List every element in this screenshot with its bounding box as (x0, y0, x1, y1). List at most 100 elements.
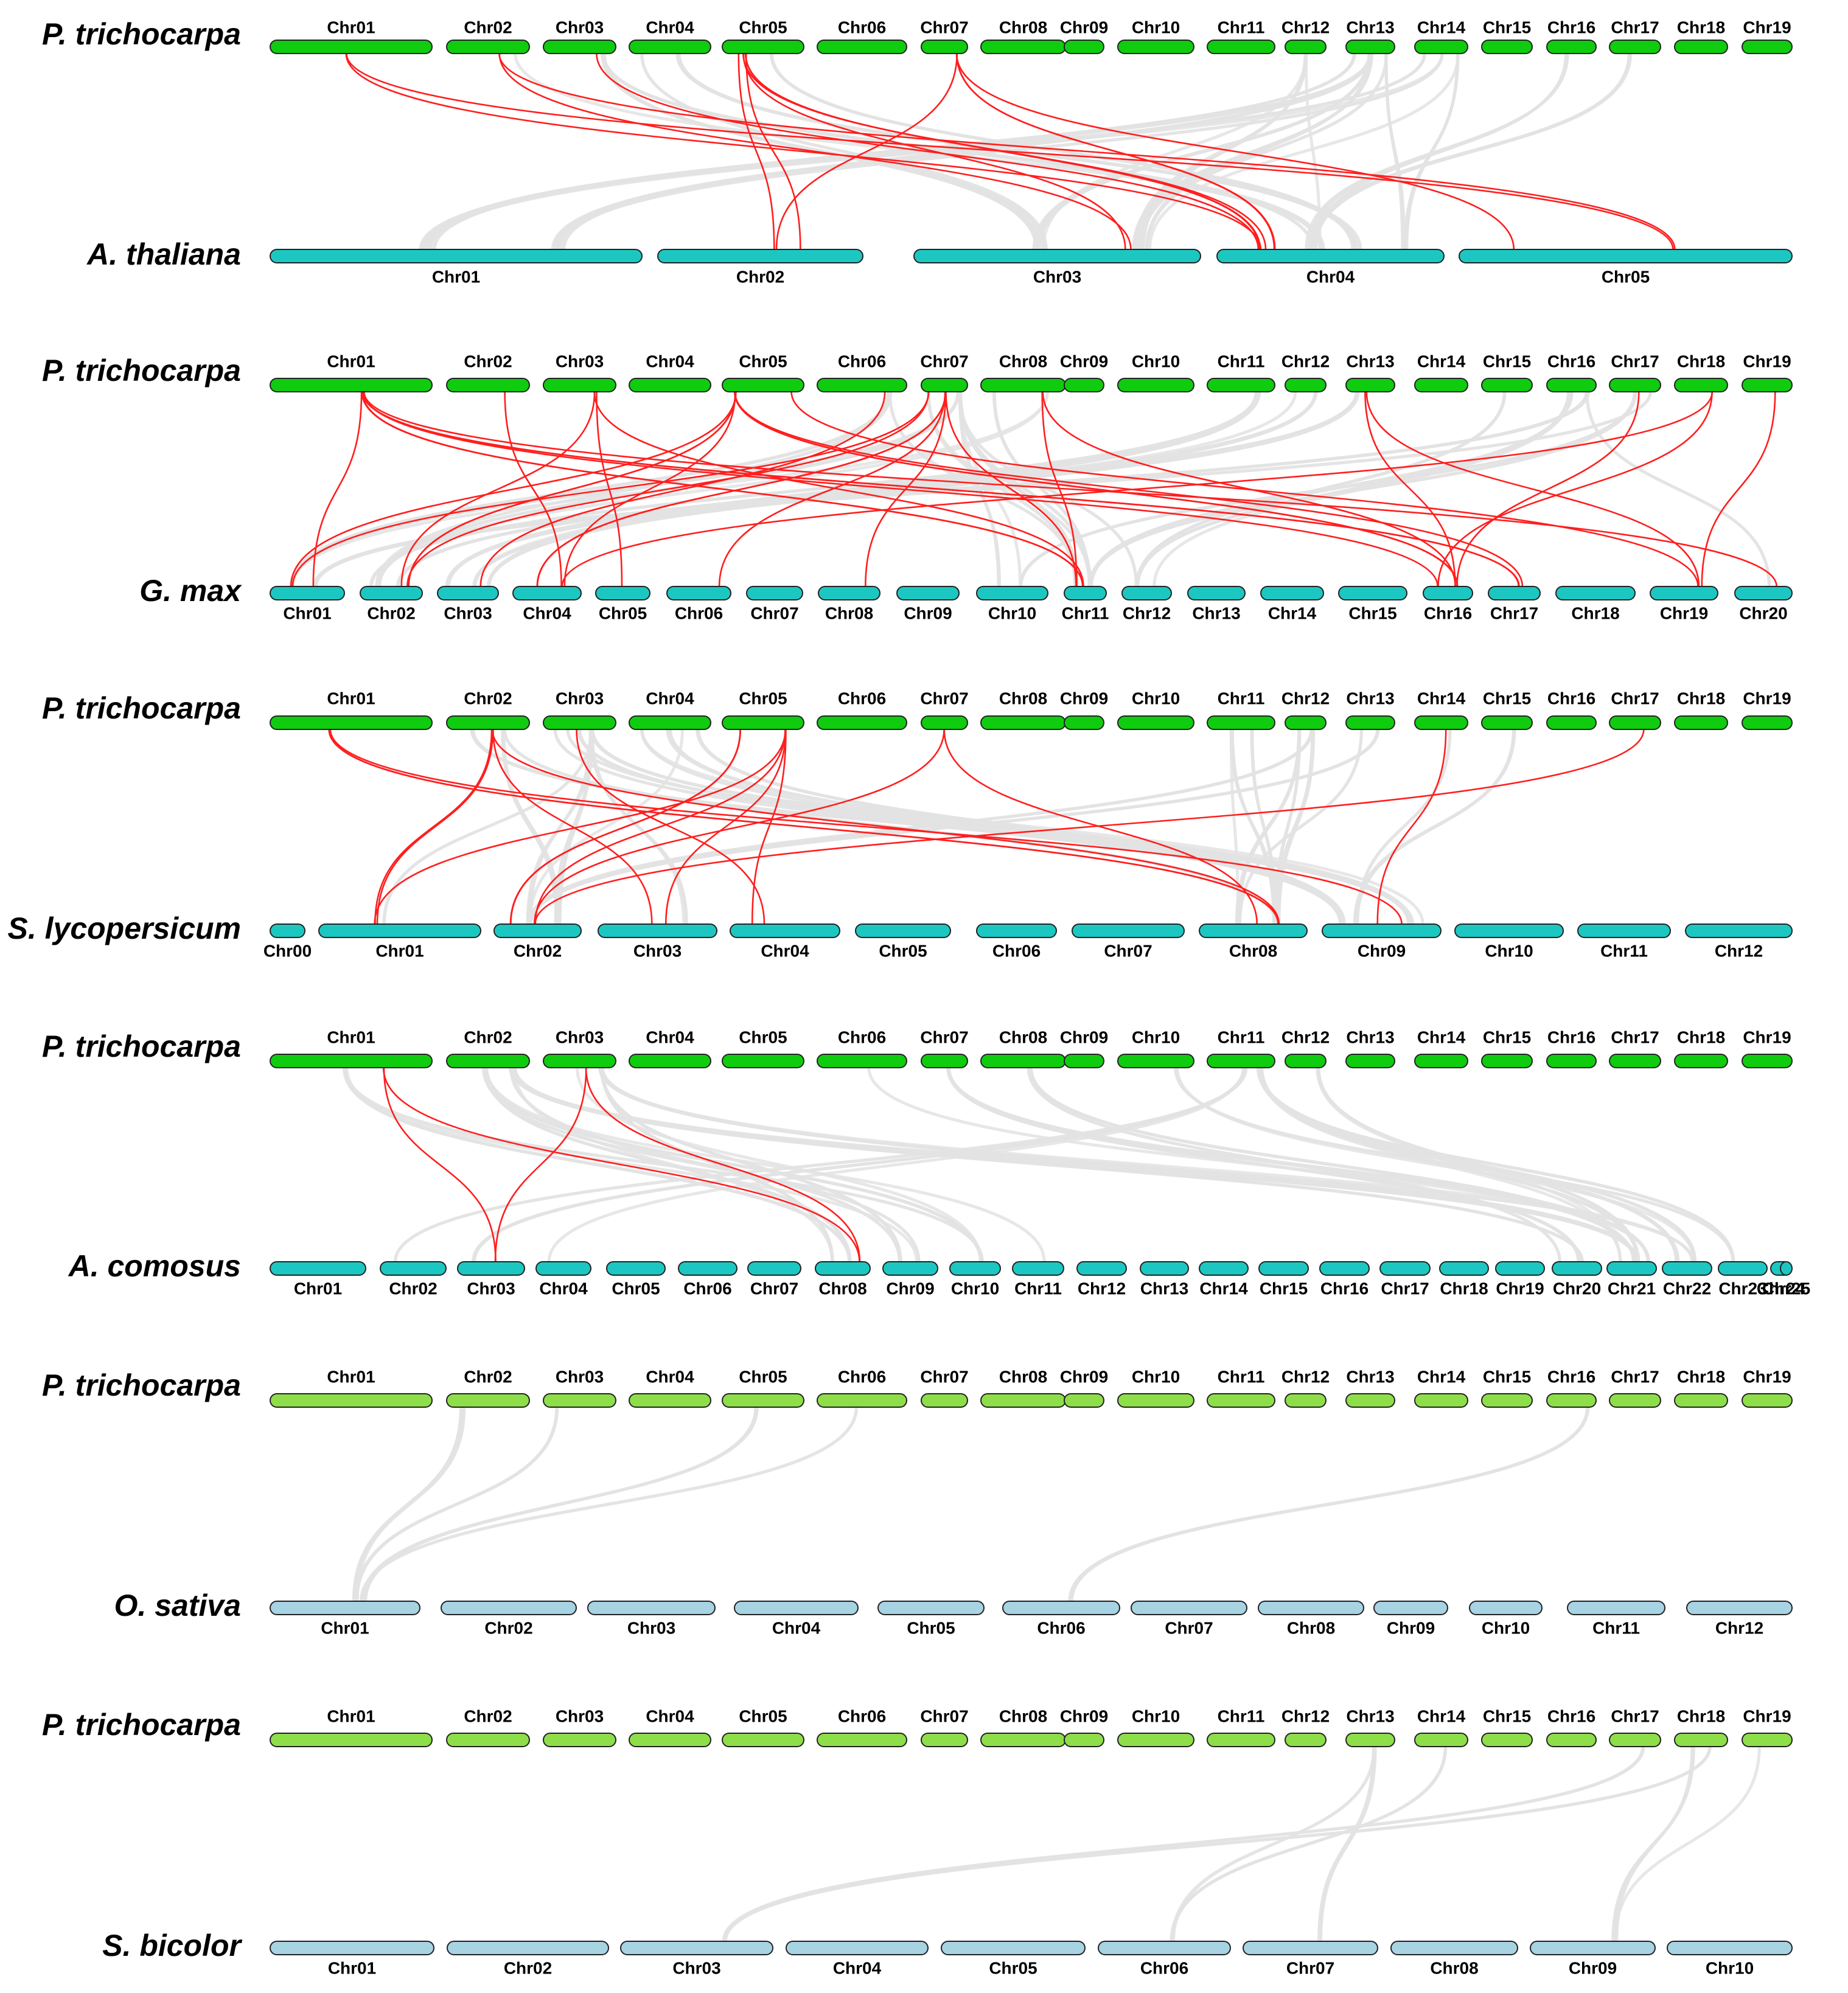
chromosome-label: Chr16 (1424, 603, 1472, 622)
highlight-link (362, 391, 1519, 587)
background-link (1033, 53, 1371, 250)
chromosome-bar (1207, 1054, 1275, 1068)
top-chromosomes: Chr01 Chr02 Chr03 Chr04 Chr05 Chr06 Chr07 Chr08… (270, 1028, 1793, 1068)
chromosome-bar (543, 715, 616, 730)
chromosome-label: Chr02 (484, 1618, 532, 1637)
chromosome-bar (1662, 1261, 1712, 1276)
highlight-link (498, 53, 1676, 250)
chromosome-bar (1686, 1601, 1793, 1615)
chromosome-label: Chr17 (1381, 1279, 1429, 1298)
chromosome-bar (1285, 1054, 1327, 1068)
chromosome-bar (270, 586, 345, 600)
chromosome-bar (629, 1393, 711, 1408)
background-link (578, 729, 1345, 925)
chromosome-bar (1423, 586, 1473, 600)
chromosome-bar (1481, 1393, 1533, 1408)
chromosome-label: Chr13 (1140, 1279, 1188, 1298)
chromosome-label: Chr11 (1218, 18, 1265, 37)
chromosome-bar (1546, 1393, 1597, 1408)
highlight-link (751, 729, 787, 925)
chromosome-label: Chr03 (627, 1618, 675, 1637)
highlight-link (742, 53, 1126, 250)
chromosome-bar (1285, 40, 1327, 54)
chromosome-bar (1674, 378, 1728, 392)
highlight-links (345, 53, 1676, 250)
chromosome-bar (1117, 378, 1194, 392)
chromosome-label: Chr04 (646, 352, 694, 370)
chromosome-label: Chr04 (772, 1618, 821, 1637)
chromosome-label: Chr05 (739, 352, 787, 370)
chromosome-label: Chr17 (1611, 1367, 1659, 1386)
chromosome-bar (817, 715, 907, 730)
chromosome-bar (722, 715, 804, 730)
chromosome-label: Chr07 (920, 352, 968, 370)
background-link (927, 391, 1077, 587)
chromosome-bar (1117, 40, 1194, 54)
chromosome-bar (980, 1733, 1066, 1747)
chromosome-bar (941, 1941, 1086, 1955)
chromosome-bar (1495, 1261, 1545, 1276)
chromosome-bar (437, 586, 499, 600)
chromosome-label: Chr08 (999, 1028, 1047, 1046)
chromosome-label: Chr10 (1482, 1618, 1530, 1637)
chromosome-label: Chr22 (1663, 1279, 1711, 1298)
background-link (696, 729, 1344, 925)
chromosome-label: Chr02 (367, 603, 415, 622)
chromosome-label: Chr02 (464, 1706, 512, 1725)
background-link (511, 1067, 1640, 1262)
highlight-link (328, 729, 1279, 925)
chromosome-label: Chr12 (1281, 352, 1330, 370)
chromosome-label: Chr14 (1417, 352, 1466, 370)
background-link (1090, 391, 1572, 587)
background-link (1614, 1746, 1694, 1942)
background-link (352, 1407, 466, 1602)
chromosome-label: Chr02 (464, 18, 512, 37)
background-link (1403, 53, 1460, 250)
chromosome-bar (598, 923, 717, 938)
chromosome-bar (980, 378, 1066, 392)
chromosome-bar (1390, 1941, 1518, 1955)
top-chromosomes: Chr01 Chr02 Chr03 Chr04 Chr05 Chr06 Chr07 Chr08… (270, 1706, 1793, 1747)
chromosome-label: Chr04 (646, 18, 694, 37)
chromosome-label: Chr15 (1483, 18, 1531, 37)
chromosome-bar (1379, 1261, 1431, 1276)
chromosome-label: Chr01 (321, 1618, 369, 1637)
highlight-link (400, 391, 596, 587)
chromosome-label: Chr15 (1483, 1706, 1531, 1725)
highlight-link (1365, 391, 1700, 587)
chromosome-label: Chr19 (1743, 18, 1791, 37)
chromosome-label: Chr08 (825, 603, 873, 622)
background-links (419, 53, 1632, 250)
chromosome-bar (1609, 40, 1661, 54)
chromosome-bar (1064, 715, 1104, 730)
highlight-link (1042, 391, 1456, 587)
chromosome-bar (1199, 1261, 1249, 1276)
chromosome-bar (270, 378, 433, 392)
background-link (1585, 391, 1771, 587)
chromosome-bar (629, 378, 711, 392)
chromosome-bar (980, 1054, 1066, 1068)
highlight-link (290, 391, 737, 587)
chromosome-label: Chr12 (1281, 1706, 1330, 1725)
chromosome-bar (921, 378, 968, 392)
background-link (1027, 1067, 1561, 1262)
chromosome-bar (1567, 1601, 1665, 1615)
chromosome-bar (1674, 1393, 1728, 1408)
chromosome-label: Chr05 (907, 1618, 955, 1637)
chromosome-bar (1742, 378, 1793, 392)
chromosome-label: Chr17 (1490, 603, 1538, 622)
chromosome-label: Chr18 (1677, 1367, 1725, 1386)
chromosome-bar (270, 1054, 433, 1068)
chromosome-label: Chr07 (750, 603, 798, 622)
chromosome-label: Chr05 (739, 1367, 787, 1386)
bottom-species-label: G. max (139, 574, 242, 608)
background-link (1170, 1746, 1448, 1942)
chromosome-label: Chr09 (904, 603, 952, 622)
chromosome-bar (1414, 1054, 1468, 1068)
chromosome-bar (1650, 586, 1718, 600)
highlight-link (408, 391, 736, 587)
chromosome-label: Chr14 (1268, 603, 1317, 622)
chromosome-bar (1098, 1941, 1231, 1955)
chromosome-label: Chr15 (1483, 1367, 1531, 1386)
chromosome-label: Chr17 (1611, 689, 1659, 708)
